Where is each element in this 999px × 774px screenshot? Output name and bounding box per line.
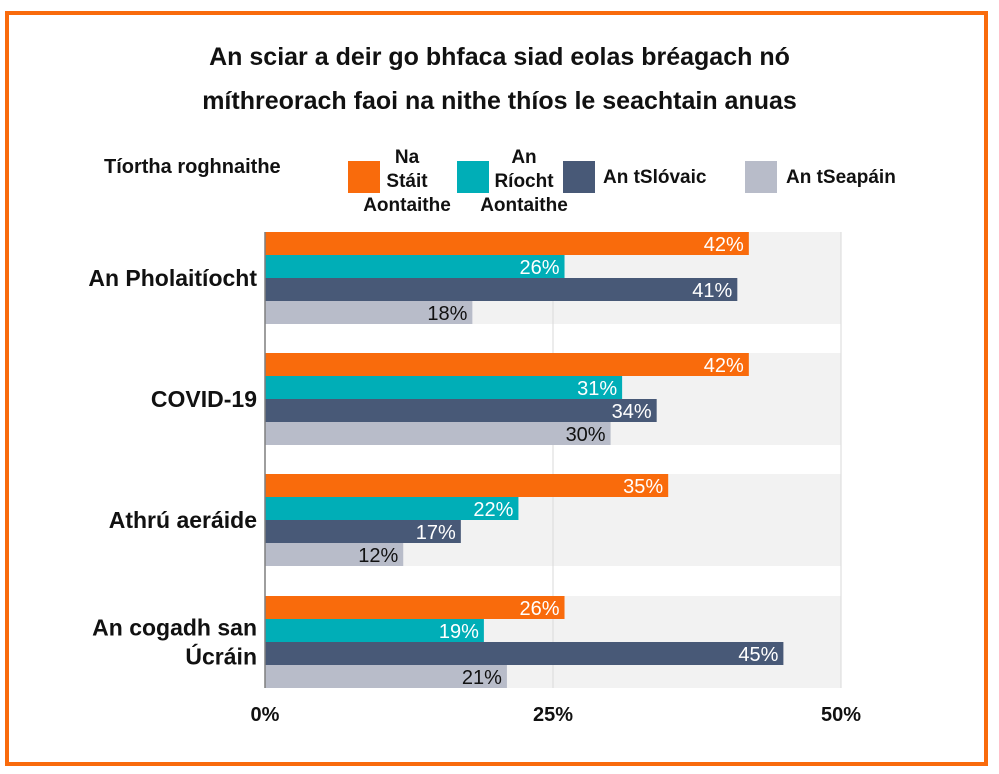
category-label-0: An Pholaitíocht (88, 265, 257, 291)
bar-label-2-1: 22% (473, 499, 513, 521)
legend-swatch-japan (745, 161, 777, 193)
bar-1-1 (265, 376, 623, 399)
x-tick-label-0: 0% (251, 704, 280, 726)
bar-1-3 (265, 422, 611, 445)
bar-label-1-2: 34% (612, 401, 652, 423)
bar-2-0 (265, 474, 669, 497)
bar-0-0 (265, 232, 749, 255)
x-tick-label-2: 50% (821, 704, 861, 726)
bar-label-3-2: 45% (738, 644, 778, 666)
legend-title: Tíortha roghnaithe (104, 156, 281, 178)
category-label-3-line2: Úcráin (185, 643, 257, 670)
legend-label-usa: Na Stáit Aontaithe (357, 146, 457, 218)
chart-title-line2: míthreorach faoi na nithe thíos le seach… (202, 87, 797, 115)
bar-label-0-0: 42% (704, 234, 744, 256)
bar-label-2-3: 12% (358, 545, 398, 567)
bar-label-0-1: 26% (519, 257, 559, 279)
bar-label-3-0: 26% (519, 598, 559, 620)
bar-label-3-1: 19% (439, 621, 479, 643)
bar-label-1-0: 42% (704, 355, 744, 377)
bar-label-1-3: 30% (566, 424, 606, 446)
bar-label-0-2: 41% (692, 280, 732, 302)
bar-label-2-2: 17% (416, 522, 456, 544)
bar-3-3 (265, 665, 507, 688)
legend-swatch-uk (457, 161, 489, 193)
bar-label-0-3: 18% (427, 303, 467, 325)
legend-label-uk-line2: Ríocht (494, 171, 554, 192)
bar-1-2 (265, 399, 657, 422)
category-label-2: Athrú aeráide (109, 507, 257, 533)
bar-3-1 (265, 619, 484, 642)
legend-label-usa-line3: Aontaithe (363, 195, 451, 216)
bar-1-0 (265, 353, 749, 376)
legend-swatch-slovakia (563, 161, 595, 193)
bar-0-1 (265, 255, 565, 278)
bar-3-0 (265, 596, 565, 619)
bar-2-1 (265, 497, 519, 520)
legend-label-uk: An Ríocht Aontaithe (474, 146, 574, 218)
x-tick-label-1: 25% (533, 704, 573, 726)
bar-2-2 (265, 520, 461, 543)
bar-label-1-1: 31% (577, 378, 617, 400)
category-label-3-line1: An cogadh san (92, 615, 257, 641)
legend-label-usa-line1: Na (394, 147, 420, 168)
bar-2-3 (265, 543, 404, 566)
bar-label-3-3: 21% (462, 667, 502, 689)
legend-label-uk-line3: Aontaithe (480, 195, 568, 216)
bar-3-2 (265, 642, 784, 665)
legend-swatch-usa (348, 161, 380, 193)
chart-title-line1: An sciar a deir go bhfaca siad eolas bré… (209, 43, 790, 71)
legend-label-uk-line1: An (511, 147, 537, 168)
bar-label-2-0: 35% (623, 476, 663, 498)
category-label-1: COVID-19 (151, 386, 257, 412)
bar-0-3 (265, 301, 473, 324)
legend-label-usa-line2: Stáit (386, 171, 428, 192)
legend-label-japan: An tSeapáin (786, 167, 896, 188)
legend-label-slovakia: An tSlóvaic (603, 167, 707, 188)
bar-0-2 (265, 278, 738, 301)
